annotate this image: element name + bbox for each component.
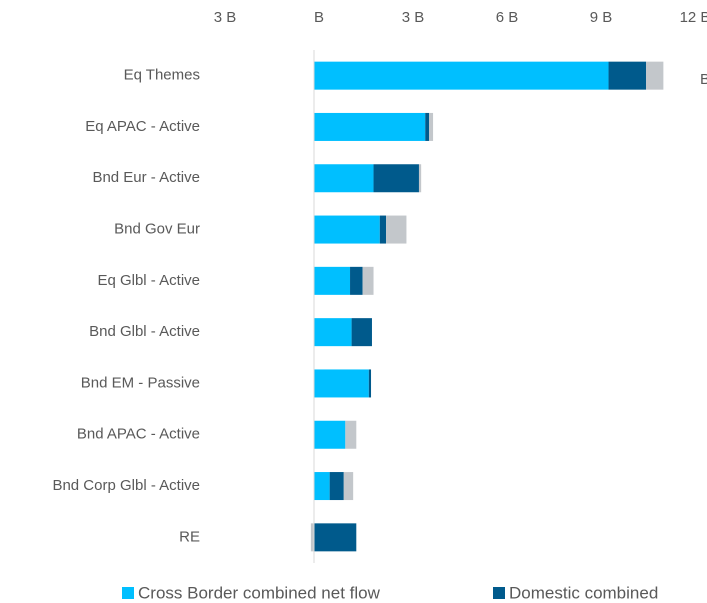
category-label: Bnd Glbl - Active [89,323,200,340]
category-label: Bnd Eur - Active [92,169,200,186]
bar-segment [343,472,354,501]
bar-segment [379,215,387,244]
bar-segment [368,369,372,398]
bar-segment [362,266,374,295]
category-label: Eq Themes [124,67,200,84]
bar-segment [314,61,609,90]
legend-label: Domestic combined [509,583,658,602]
bar-segment [314,472,330,501]
bar-segment [418,164,422,193]
bar-segment [314,164,374,193]
x-tick-label: 3 B [214,9,237,26]
bar-segment [386,215,407,244]
bar-segment [314,215,380,244]
bar-segment [314,369,369,398]
bar-segment [314,266,351,295]
category-label: Bnd Gov Eur [114,221,200,238]
category-label: Bnd Corp Glbl - Active [52,477,200,494]
category-label: Eq Glbl - Active [97,272,200,289]
category-label: Eq APAC - Active [85,118,200,135]
bar-segment [314,420,346,449]
bar-segment [646,61,664,90]
bar-segment [425,112,429,141]
x-tick-label: 6 B [496,9,519,26]
legend-swatch [122,587,134,599]
bar-segment [351,318,372,347]
bar-segment [608,61,647,90]
bar-segment [310,523,314,552]
bar-segment [428,112,434,141]
bar-segment [314,112,426,141]
bar-segment [329,472,344,501]
annotation: B [700,71,707,88]
category-label: Bnd APAC - Active [77,426,200,443]
x-tick-label: 3 B [402,9,425,26]
category-label: Bnd EM - Passive [81,374,200,391]
bar-segment [345,420,357,449]
legend-label: Cross Border combined net flow [138,583,381,602]
bar-segment [373,164,419,193]
x-tick-label: 12 B [680,9,707,26]
bar-segment [314,318,352,347]
x-tick-label: B [314,9,324,26]
bar-segment [350,266,363,295]
category-label: RE [179,528,200,545]
bar-segment [314,523,357,552]
legend-swatch [493,587,505,599]
x-tick-label: 9 B [590,9,613,26]
